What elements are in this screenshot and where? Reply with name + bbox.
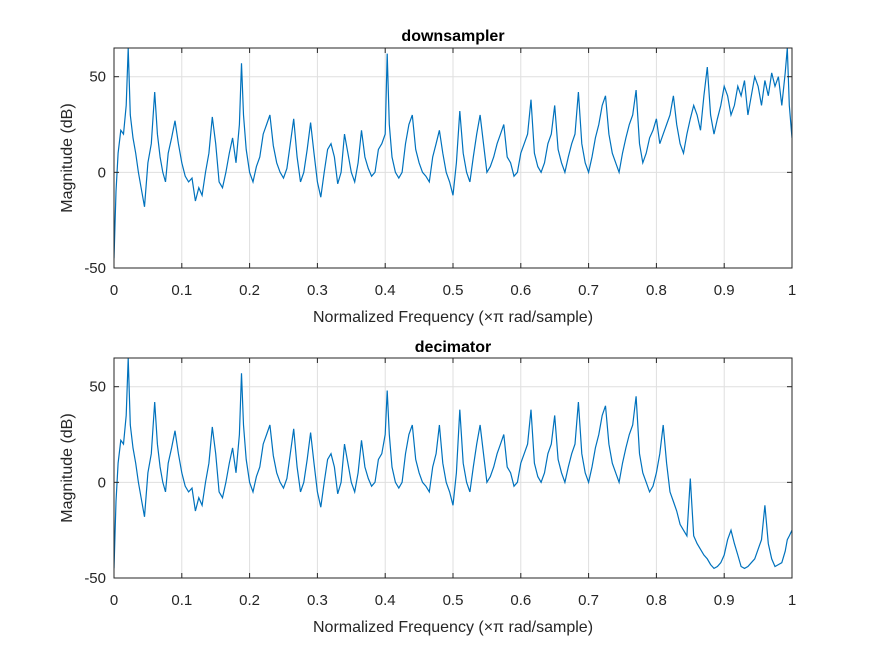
- x-tick-label: 0.2: [239, 592, 260, 609]
- x-tick-label: 0.3: [307, 282, 328, 299]
- x-tick-label: 0.5: [443, 592, 464, 609]
- plot-panel-decimator: 0 0.1 0.2 0.3 0.4 0.5 0.6 0.7 0.8 0.9 1-50050decim…: [59, 339, 796, 636]
- x-tick-label: 0.8: [646, 282, 667, 299]
- x-tick-label: 0.6: [510, 282, 531, 299]
- series-line: [114, 48, 792, 259]
- x-tick-label: 0.7: [578, 282, 599, 299]
- x-tick-label: 0.9: [714, 282, 735, 299]
- x-tick-label: 0.8: [646, 592, 667, 609]
- x-tick-label: 1: [788, 592, 796, 609]
- x-axis-label: Normalized Frequency (×π rad/sample): [313, 309, 593, 326]
- x-tick-label: 0.9: [714, 592, 735, 609]
- y-tick-label: 50: [89, 379, 106, 396]
- x-tick-label: 0.7: [578, 592, 599, 609]
- chart-title: decimator: [415, 339, 491, 356]
- x-tick-label: 0.5: [443, 282, 464, 299]
- series-line: [114, 358, 792, 570]
- y-axis-label: Magnitude (dB): [59, 413, 76, 522]
- x-tick-label: 0: [110, 282, 118, 299]
- y-axis-label: Magnitude (dB): [59, 103, 76, 212]
- y-tick-label: -50: [84, 260, 106, 277]
- y-tick-label: 0: [98, 164, 106, 181]
- x-tick-label: 0.4: [375, 282, 396, 299]
- x-tick-label: 0.1: [171, 282, 192, 299]
- x-tick-label: 0.2: [239, 282, 260, 299]
- chart-title: downsampler: [401, 28, 504, 45]
- x-tick-label: 1: [788, 282, 796, 299]
- plot-panel-downsampler: 0 0.1 0.2 0.3 0.4 0.5 0.6 0.7 0.8 0.9 1-50050downs…: [59, 28, 796, 326]
- x-tick-label: 0.1: [171, 592, 192, 609]
- x-axis-label: Normalized Frequency (×π rad/sample): [313, 619, 593, 636]
- x-tick-label: 0.4: [375, 592, 396, 609]
- x-tick-label: 0: [110, 592, 118, 609]
- x-tick-label: 0.6: [510, 592, 531, 609]
- x-tick-label: 0.3: [307, 592, 328, 609]
- y-tick-label: -50: [84, 570, 106, 587]
- y-tick-label: 50: [89, 69, 106, 86]
- y-tick-label: 0: [98, 474, 106, 491]
